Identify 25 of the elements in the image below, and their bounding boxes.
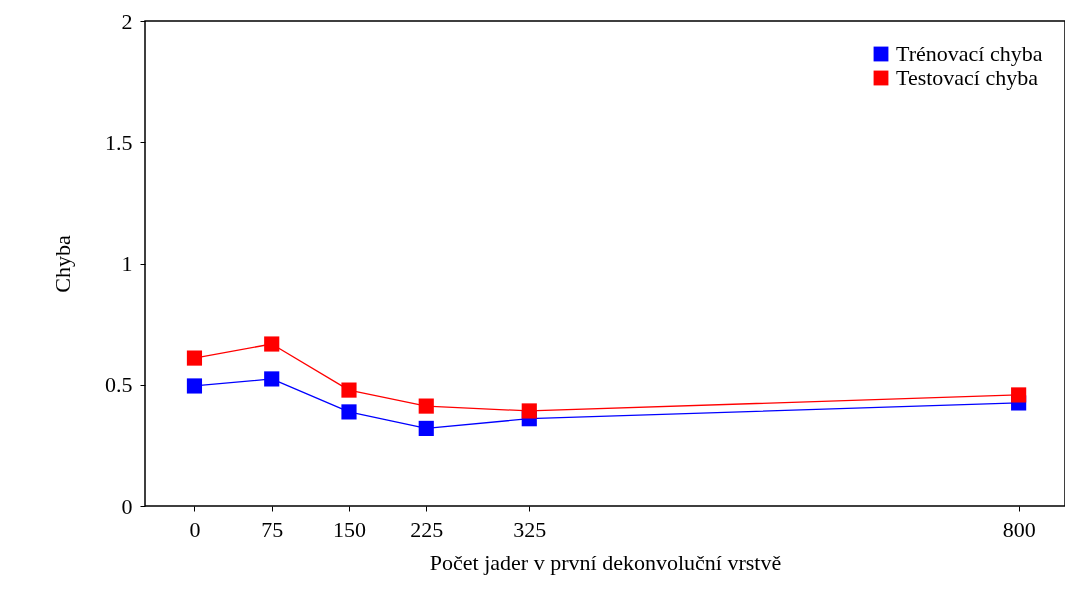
legend-label: Trénovací chyba (896, 41, 1043, 66)
x-tick-label: 325 (513, 516, 547, 542)
x-tick-label: 0 (189, 516, 201, 542)
point (1011, 387, 1027, 403)
y-tick-label: 1 (121, 251, 133, 276)
point (418, 398, 434, 414)
y-tick-label: 0.5 (105, 372, 133, 398)
y-tick-label: 2 (121, 8, 133, 34)
point (186, 350, 203, 366)
x-axis-title: Počet jader v první dekonvoluční vrstvě (429, 549, 782, 575)
x-tick-label: 800 (1002, 516, 1036, 542)
point (341, 382, 357, 398)
point (186, 378, 203, 394)
point (264, 371, 280, 387)
y-tick-label: 0 (121, 493, 133, 519)
point (264, 336, 280, 352)
y-tick-label: 1.5 (105, 129, 133, 155)
y-axis-title: Chyba (50, 235, 75, 293)
legend-label: Testovací chyba (896, 65, 1039, 90)
point (341, 404, 357, 420)
point (418, 420, 434, 436)
x-tick-label: 225 (410, 516, 444, 542)
point (521, 403, 537, 419)
x-tick-label: 75 (261, 516, 284, 542)
x-tick-label: 150 (332, 516, 366, 542)
